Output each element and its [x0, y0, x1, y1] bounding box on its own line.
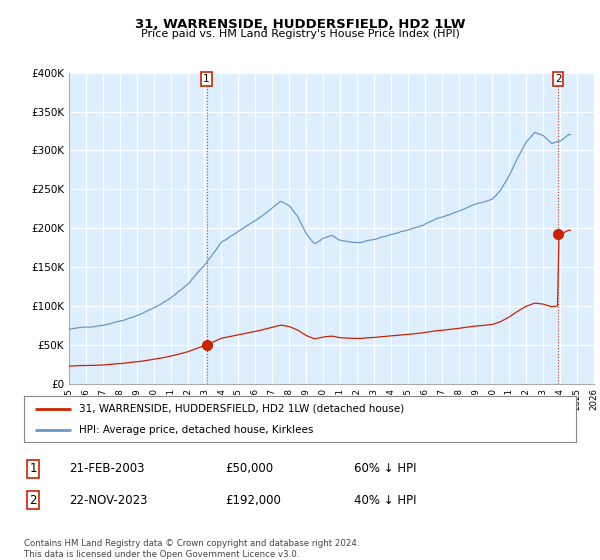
Text: 60% ↓ HPI: 60% ↓ HPI	[354, 462, 416, 475]
Text: 1: 1	[203, 74, 210, 85]
Text: 31, WARRENSIDE, HUDDERSFIELD, HD2 1LW: 31, WARRENSIDE, HUDDERSFIELD, HD2 1LW	[135, 18, 465, 31]
Text: £192,000: £192,000	[225, 493, 281, 507]
Text: Price paid vs. HM Land Registry's House Price Index (HPI): Price paid vs. HM Land Registry's House …	[140, 29, 460, 39]
Text: 31, WARRENSIDE, HUDDERSFIELD, HD2 1LW (detached house): 31, WARRENSIDE, HUDDERSFIELD, HD2 1LW (d…	[79, 404, 404, 414]
Text: HPI: Average price, detached house, Kirklees: HPI: Average price, detached house, Kirk…	[79, 425, 314, 435]
Text: 1: 1	[29, 462, 37, 475]
Text: 22-NOV-2023: 22-NOV-2023	[69, 493, 148, 507]
Text: 2: 2	[29, 493, 37, 507]
Text: Contains HM Land Registry data © Crown copyright and database right 2024.
This d: Contains HM Land Registry data © Crown c…	[24, 539, 359, 559]
Text: 21-FEB-2003: 21-FEB-2003	[69, 462, 145, 475]
Text: 40% ↓ HPI: 40% ↓ HPI	[354, 493, 416, 507]
Text: £50,000: £50,000	[225, 462, 273, 475]
Text: 2: 2	[555, 74, 562, 85]
